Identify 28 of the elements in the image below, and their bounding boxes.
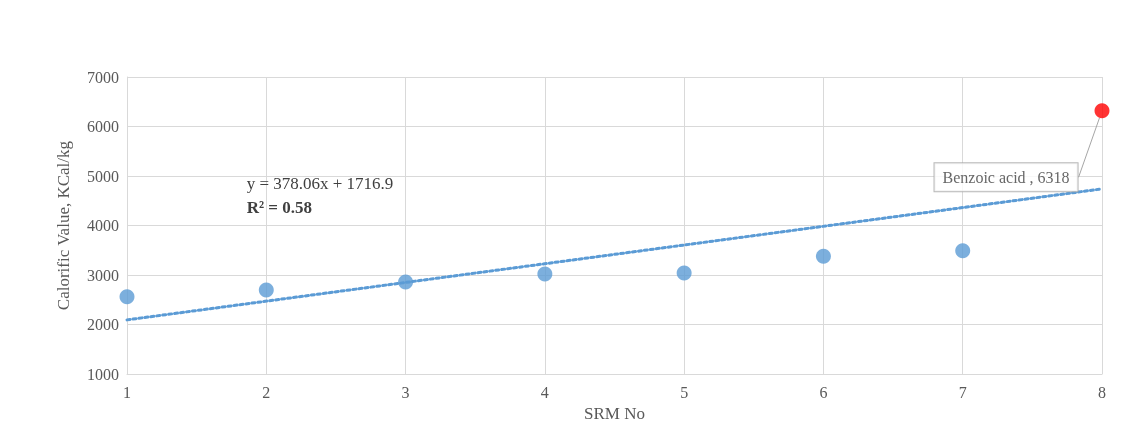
x-tick-label: 6 [819,383,828,401]
y-tick-label: 1000 [87,365,119,383]
point [537,266,553,282]
point [815,248,831,264]
y-axis-title: Calorific Value, KCal/kg [54,140,73,311]
point [398,274,414,290]
point [955,243,971,259]
y-tick-label: 3000 [87,266,119,284]
y-tick-label: 7000 [87,68,119,86]
y-tick-label: 5000 [87,167,119,185]
x-tick-label: 2 [262,383,271,401]
point [119,289,135,305]
x-tick-label: 1 [123,383,131,401]
point [1094,103,1110,119]
x-tick-label: 5 [680,383,689,401]
point [258,282,274,298]
annotation: Benzoic acid , 6318 [942,168,1070,186]
x-tick-label: 4 [540,383,549,401]
x-tick-label: 7 [958,383,967,401]
y-tick-label: 2000 [87,316,119,334]
x-tick-label: 8 [1098,383,1106,401]
point [676,265,692,281]
annotation: y = 378.06x + 1716.9 [246,173,394,193]
x-axis-title: SRM No [584,404,645,423]
x-tick-label: 3 [401,383,410,401]
y-tick-label: 4000 [87,217,119,235]
annotation: R² = 0.58 [246,197,312,217]
y-tick-label: 6000 [87,118,119,136]
